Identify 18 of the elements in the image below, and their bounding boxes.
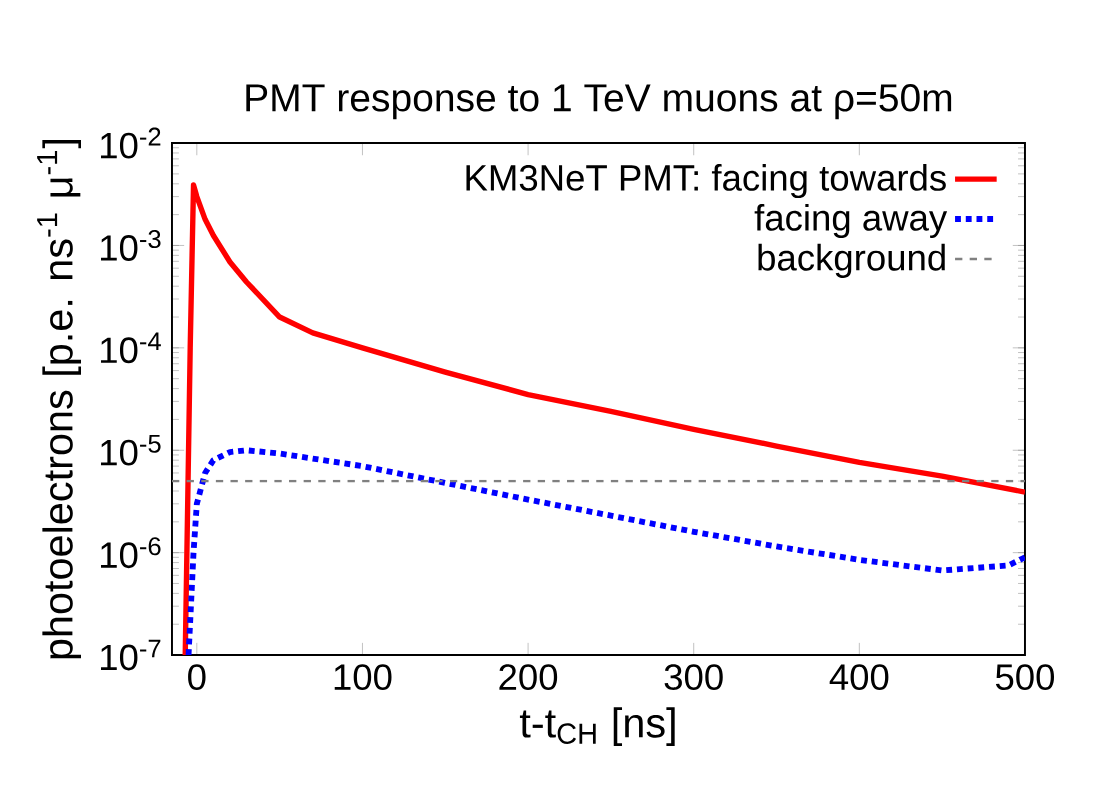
x-tick-label: 200 bbox=[499, 664, 558, 691]
legend-label: background bbox=[758, 243, 945, 278]
x-tick-label: 0 bbox=[188, 664, 206, 691]
x-tick-label: 400 bbox=[829, 664, 889, 691]
legend-label: facing away bbox=[754, 203, 948, 238]
y-tick-label: 10$^{-7}$ bbox=[101, 639, 161, 671]
y-tick-label: 10$^{-6}$ bbox=[101, 537, 161, 569]
x-axis-title: t-t$_{CH}$ [ns] bbox=[519, 707, 675, 746]
y-tick-label: 10$^{-5}$ bbox=[101, 434, 161, 466]
chart-title: PMT response to 1 TeV muons at ρ=50m bbox=[246, 83, 952, 120]
y-tick-label: 10$^{-4}$ bbox=[101, 332, 161, 364]
y-tick-label: 10$^{-2}$ bbox=[101, 127, 161, 159]
x-tick-label: 500 bbox=[995, 664, 1055, 691]
x-tick-label: 300 bbox=[664, 664, 723, 691]
legend-label: KM3NeT PMT: facing towards bbox=[466, 164, 946, 199]
x-tick-label: 100 bbox=[334, 664, 392, 691]
y-tick-label: 10$^{-3}$ bbox=[101, 229, 161, 261]
y-axis-title: photoelectrons [p.e. ns$^{-1}$ μ$^{-1}$] bbox=[37, 139, 81, 659]
